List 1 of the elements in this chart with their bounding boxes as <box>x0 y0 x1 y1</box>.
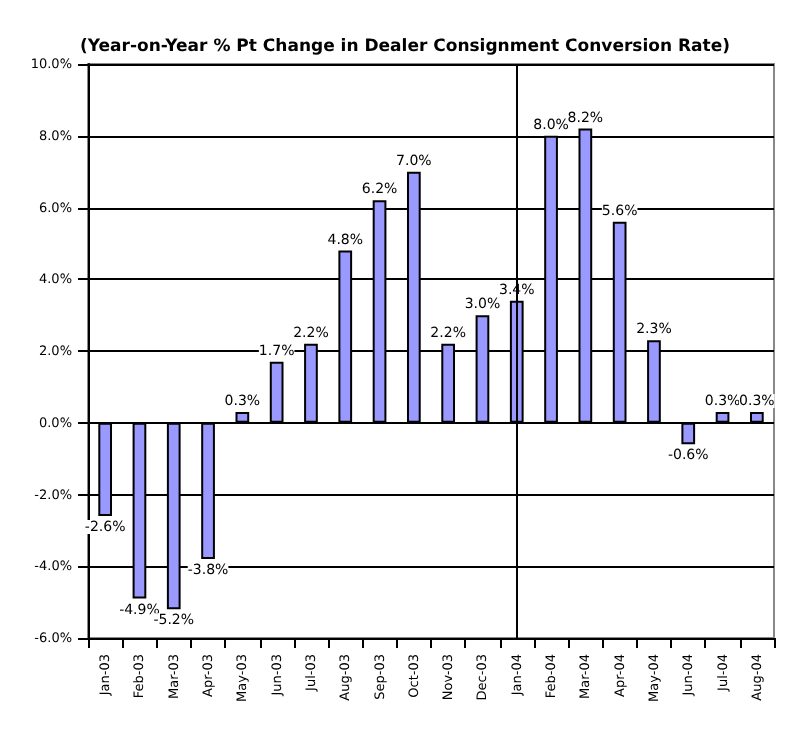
chart-title: (Year-on-Year % Pt Change in Dealer Consignment Conversion Rate) <box>80 37 731 57</box>
